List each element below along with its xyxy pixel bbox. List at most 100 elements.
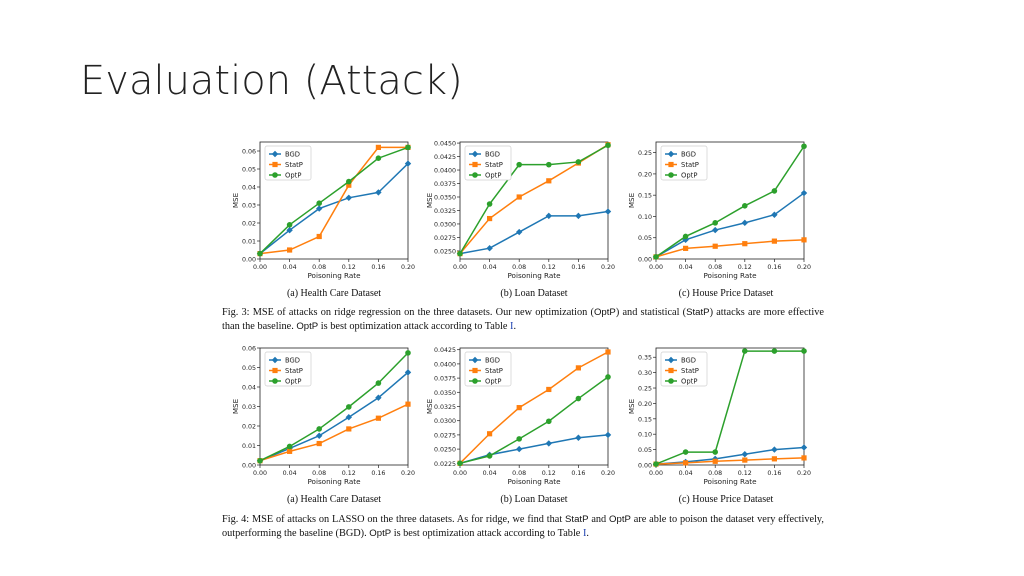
data-point-optp [286,443,293,450]
data-point-statp [546,386,552,393]
legend-marker-statp [472,367,478,374]
legend-marker-statp [472,161,478,168]
y-tick-label: 0.35 [638,355,652,362]
data-point-statp [346,182,352,188]
series-line-bgd [459,434,609,465]
legend-marker-statp [272,367,278,374]
fig3-table-ref-link[interactable]: I [510,321,514,332]
data-point-optp [801,348,807,354]
y-tick-label: 0.25 [638,386,652,393]
y-tick-label: 0.0375 [434,181,456,188]
fig4-caption-statp: StatP [565,514,589,525]
data-point-optp [546,161,552,168]
fig3-health-svg: 0.00 0.01 0.02 0.03 0.04 0.05 0.06 0.00 0.04 0.08… [231,141,415,280]
y-tick-label: 0.15 [638,193,652,200]
y-tick-label: 0.03 [242,404,256,411]
x-tick-label: 0.00 [649,264,663,271]
data-point-optp [653,461,659,467]
y-tick-label: 0.0325 [434,208,456,215]
x-tick-label: 0.08 [312,264,326,271]
data-point-optp [682,449,689,455]
legend-label-statp: StatP [681,367,699,375]
fig3-loan-chart: 0.0250 0.0275 0.0300 0.0325 0.0350 0.0375 0.04… [424,138,624,283]
series-line-optp [459,376,609,465]
plot-frame [459,141,609,260]
data-point-statp [516,405,522,411]
data-point-statp [801,455,807,461]
y-tick-label: 0.0350 [434,194,456,201]
data-point-bgd [604,208,612,215]
data-point-optp [316,200,322,206]
series-line-statp [259,146,408,255]
fig3-house-svg: 0.00 0.05 0.10 0.15 0.20 0.25 0.00 0.04 0.08 0.12… [627,141,811,280]
data-point-statp [405,401,411,407]
x-tick-label: 0.04 [283,264,297,271]
data-point-statp [346,426,352,432]
x-tick-label: 0.08 [512,470,526,477]
fig4-loan-chart: 0.0225 0.0250 0.0275 0.0300 0.0325 0.0350 0.03… [424,344,624,489]
fig4-caption-part: are able to poison the dataset very effe… [222,514,824,539]
x-axis-label: Poisoning Rate [307,477,361,486]
legend-label-statp: StatP [285,161,303,169]
legend-label-bgd: BGD [681,357,696,365]
legend-marker-optp [472,378,478,384]
x-tick-label: 0.08 [708,470,722,477]
x-tick-label: 0.08 [512,264,526,271]
legend-marker-optp [272,378,278,384]
y-tick-label: 0.00 [638,463,652,470]
fig4-subcaption-b: (b) Loan Dataset [500,494,568,505]
data-point-bgd [375,394,382,401]
fig3-caption: Fig. 3: MSE of attacks on ridge regressi… [222,306,824,334]
data-point-statp [575,365,581,371]
fig3-house-chart: 0.00 0.05 0.10 0.15 0.20 0.25 0.00 0.04 0.08 0.12… [620,138,820,283]
legend-label-statp: StatP [485,367,503,375]
data-point-bgd [604,431,612,439]
data-point-bgd [800,189,808,197]
x-tick-label: 0.16 [767,264,781,271]
legend-label-bgd: BGD [285,357,300,365]
data-point-optp [653,254,659,260]
y-tick-label: 0.0350 [434,390,456,397]
data-point-optp [742,203,748,209]
x-tick-label: 0.00 [453,470,467,477]
y-tick-label: 0.0275 [434,235,456,242]
series-line-bgd [259,163,409,255]
fig4-house-chart: 0.00 0.05 0.10 0.15 0.20 0.25 0.30 0.35 0.00 0.04… [620,344,820,489]
legend-label-optp: OptP [681,378,697,386]
legend-label-optp: OptP [285,378,301,386]
x-tick-label: 0.12 [738,264,752,271]
data-point-optp [486,201,493,207]
y-tick-label: 0.06 [242,149,256,156]
fig3-caption-part: Fig. 3: MSE of attacks on ridge regressi… [222,307,594,318]
x-tick-label: 0.20 [401,264,415,271]
legend-marker-bgd [471,356,479,364]
fig3-health-chart: 0.00 0.01 0.02 0.03 0.04 0.05 0.06 0.00 0.04 0.08… [224,138,424,283]
data-point-bgd [286,227,293,234]
legend-marker-optp [668,172,674,178]
data-point-optp [257,250,263,257]
data-point-statp [316,440,322,447]
x-tick-label: 0.20 [601,470,615,477]
y-axis-label: MSE [627,192,636,208]
data-point-optp [375,155,382,161]
fig3-caption-part: ) attacks are more effective than the ba… [222,307,824,332]
series-line-bgd [655,192,805,258]
x-tick-label: 0.16 [371,470,385,477]
fig3-subcaption-c: (c) House Price Dataset [678,288,774,299]
data-point-statp [742,241,748,247]
data-point-optp [486,453,493,459]
x-tick-label: 0.08 [708,264,722,271]
y-tick-label: 0.20 [638,171,652,178]
y-tick-label: 0.01 [242,443,256,450]
fig4-table-ref-link[interactable]: I [582,528,587,539]
fig3-caption-statp: StatP [686,307,710,318]
y-tick-label: 0.20 [638,401,652,408]
y-tick-label: 0.00 [242,257,256,264]
data-point-optp [375,380,382,386]
fig4-caption-part: is best optimization attack according to… [391,528,583,539]
y-tick-label: 0.0400 [434,168,456,175]
data-point-statp [683,245,689,251]
x-tick-label: 0.16 [571,264,585,271]
data-point-optp [575,395,582,402]
data-point-optp [605,142,611,149]
